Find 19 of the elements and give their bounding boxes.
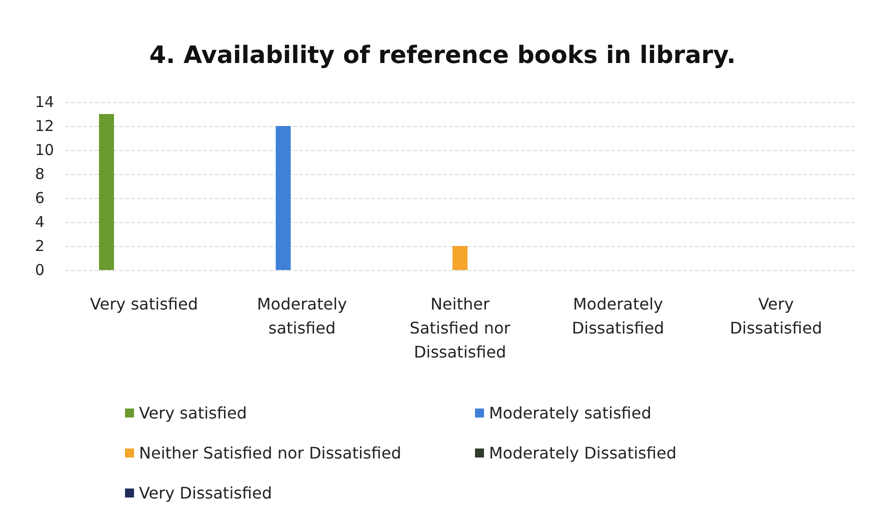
x-tick-label: Very satisfied xyxy=(90,294,198,314)
x-tick-label: Very Dissatisfied xyxy=(730,294,822,338)
y-tick-label: 10 xyxy=(35,141,54,159)
legend-label: Moderately satisfied xyxy=(489,404,652,422)
legend-label: Very satisfied xyxy=(139,404,247,422)
legend-label: Very Dissatisfied xyxy=(139,484,272,502)
x-tick-label: Neither Satisfied nor Dissatisfied xyxy=(410,294,511,362)
x-tick-label: Moderately Dissatisfied xyxy=(572,294,664,338)
x-tick-label: Moderately satisfied xyxy=(256,294,348,338)
y-tick-label: 12 xyxy=(35,117,54,135)
y-tick-label: 8 xyxy=(35,165,45,183)
y-tick-label: 2 xyxy=(35,237,45,255)
y-tick-label: 14 xyxy=(35,93,54,111)
legend-label: Moderately Dissatisfied xyxy=(489,444,676,462)
y-tick-label: 0 xyxy=(35,261,45,279)
y-tick-label: 4 xyxy=(35,213,45,231)
legend-label: Neither Satisfied nor Dissatisfied xyxy=(139,444,402,462)
chart-title: 4. Availability of reference books in library. xyxy=(149,41,736,69)
y-tick-label: 6 xyxy=(35,189,45,207)
